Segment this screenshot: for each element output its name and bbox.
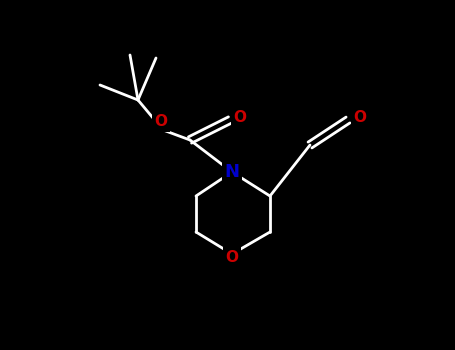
Text: O: O — [233, 110, 247, 125]
Text: O: O — [354, 111, 366, 126]
Text: N: N — [224, 163, 239, 181]
Text: O: O — [155, 114, 167, 130]
Text: O: O — [226, 250, 238, 265]
